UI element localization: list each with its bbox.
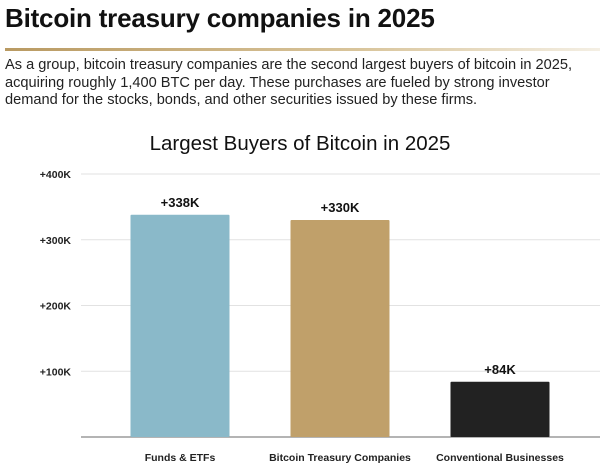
bar xyxy=(290,220,390,437)
x-tick-label: Bitcoin Treasury Companies xyxy=(269,452,411,464)
bar xyxy=(130,214,230,437)
bar xyxy=(450,381,550,437)
y-tick-label: +100K xyxy=(40,366,72,378)
page-title: Bitcoin treasury companies in 2025 xyxy=(5,3,435,33)
x-tick-label: Funds & ETFs xyxy=(145,452,216,464)
data-label: +84K xyxy=(484,362,516,377)
data-label: +338K xyxy=(161,195,200,210)
x-tick-label: Conventional Businesses xyxy=(436,452,564,464)
y-tick-label: +400K xyxy=(40,169,72,181)
title-divider xyxy=(5,48,600,51)
y-tick-label: +200K xyxy=(40,301,72,313)
y-tick-label: +300K xyxy=(40,235,72,247)
data-label: +330K xyxy=(321,200,360,215)
description-paragraph: As a group, bitcoin treasury companies a… xyxy=(5,57,573,108)
chart-title: Largest Buyers of Bitcoin in 2025 xyxy=(150,132,451,155)
